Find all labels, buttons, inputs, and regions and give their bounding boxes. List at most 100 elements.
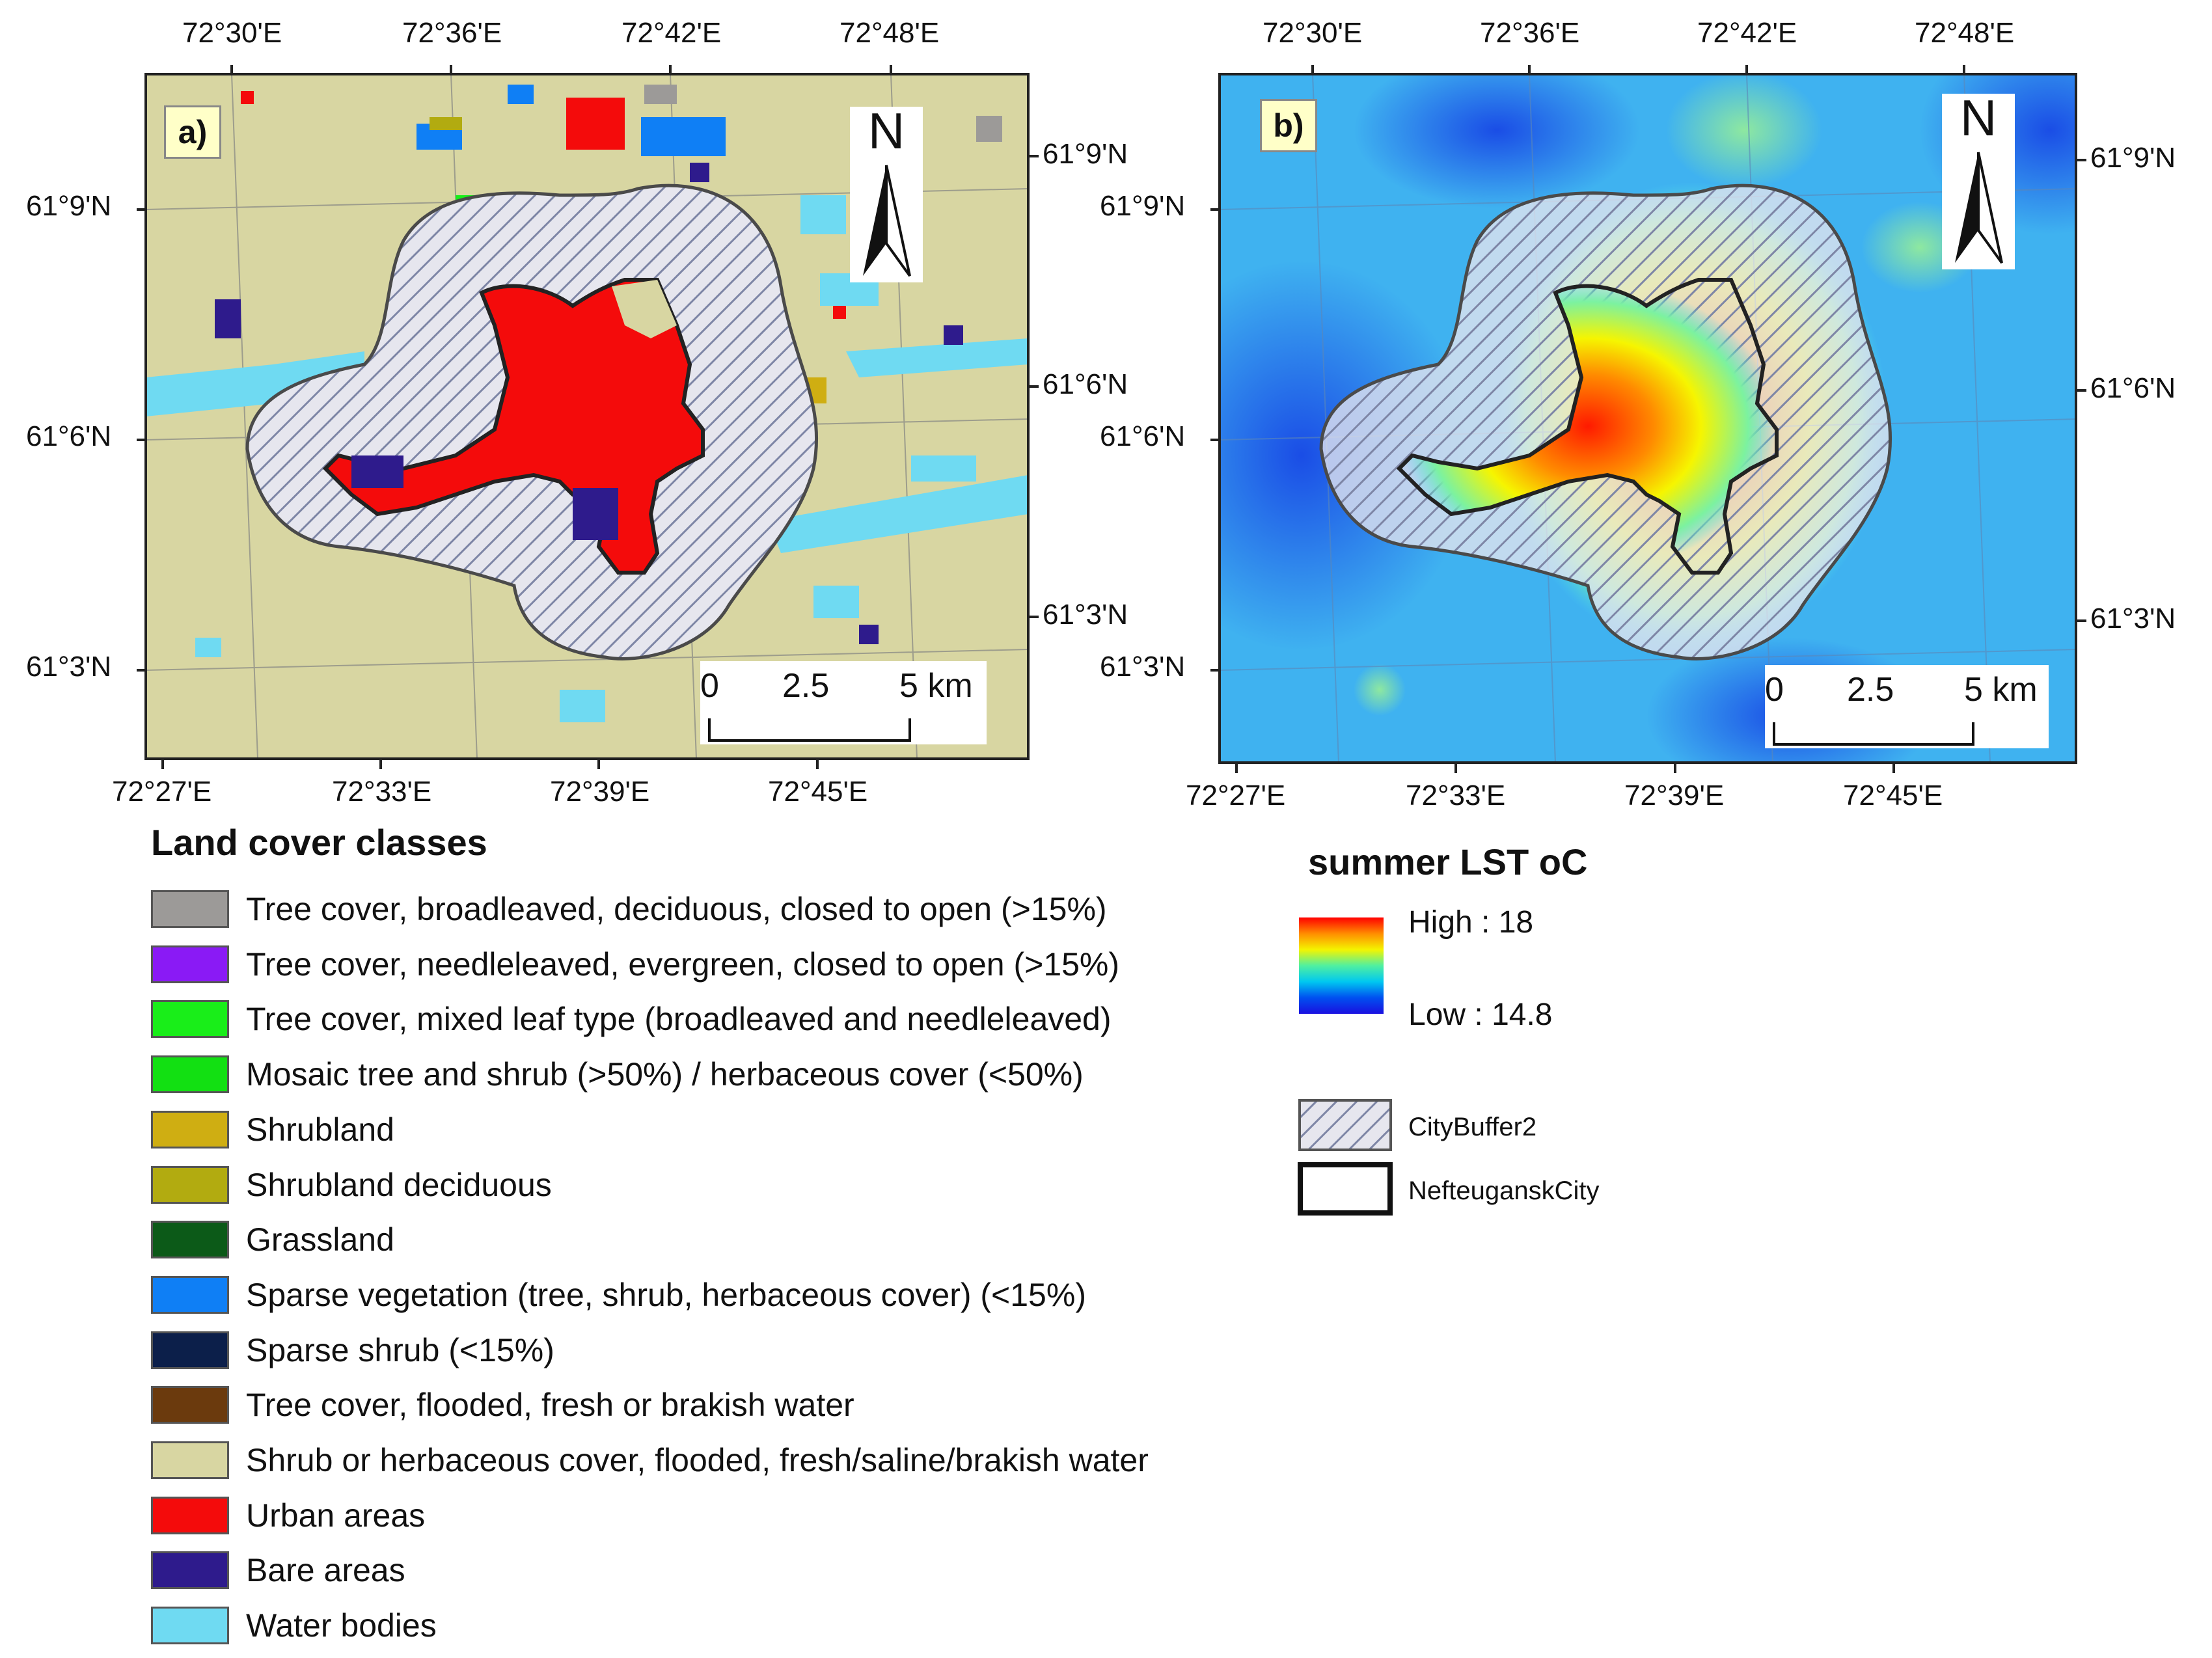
land-cover-legend-item: Grassland [151,1219,394,1260]
bottom-tick-label: 72°39'E [550,776,650,808]
city-outline [1396,278,1779,575]
legend-swatch [151,890,229,928]
land-cover-legend-title: Land cover classes [151,822,487,863]
legend-swatch [151,1386,229,1424]
legend-label: Shrubland deciduous [246,1166,552,1203]
north-label: N [1959,89,1997,146]
land-cover-legend-item: Shrubland [151,1109,394,1150]
legend-swatch [151,945,229,983]
legend-swatch [151,1441,229,1479]
right-tick-label: 61°3'N [2090,603,2176,634]
city-legend-label: NefteuganskCity [1408,1176,1600,1205]
map-frame [144,73,1030,760]
scale-mid: 2.5 [782,667,830,705]
legend-swatch [151,1055,229,1094]
top-tick-label: 72°36'E [402,17,502,49]
legend-swatch [151,1551,229,1590]
land-cover-legend-item: Shrubland deciduous [151,1165,552,1205]
lst-low-label: Low : 14.8 [1408,998,1553,1032]
legend-swatch [151,1275,229,1314]
legend-label: Tree cover, needleleaved, evergreen, clo… [246,945,1120,983]
bottom-tick-label: 72°27'E [1186,780,1286,811]
scale-zero: 0 [1765,671,1784,709]
top-tick-label: 72°42'E [621,17,722,49]
legend-label: Grassland [246,1221,394,1258]
right-tick-label: 61°3'N [1043,599,1128,631]
legend-swatch [151,1496,229,1534]
bottom-tick-label: 72°33'E [332,776,432,808]
bottom-tick-label: 72°39'E [1624,780,1725,811]
bottom-tick-label: 72°27'E [112,776,212,808]
legend-label: Mosaic tree and shrub (>50%) / herbaceou… [246,1056,1084,1093]
legend-swatch [151,1607,229,1645]
legend-label: Water bodies [246,1607,437,1644]
right-tick-label: 61°9'N [1043,138,1128,170]
legend-swatch [151,1165,229,1204]
land-cover-legend-item: Water bodies [151,1605,437,1646]
left-tick-label: 61°3'N [1100,651,1186,683]
legend-label: Urban areas [246,1497,426,1534]
scale-end: 5 km [1964,671,2038,709]
lst-color-ramp [1299,917,1384,1014]
legend-swatch [151,1221,229,1259]
top-tick-label: 72°30'E [1263,17,1363,49]
land-cover-legend-item: Tree cover, broadleaved, deciduous, clos… [151,889,1107,929]
bottom-tick-label: 72°33'E [1406,780,1506,811]
top-tick-label: 72°48'E [1915,17,2015,49]
top-tick-label: 72°30'E [182,17,282,49]
left-tick-label: 61°9'N [26,190,112,222]
legend-label: Shrub or herbaceous cover, flooded, fres… [246,1442,1149,1478]
buffer-swatch-icon [1298,1099,1392,1151]
scale-mid: 2.5 [1847,671,1894,709]
lst-legend-title: summer LST oC [1308,841,1588,882]
scale-end: 5 km [899,667,973,705]
right-tick-label: 61°6'N [1043,368,1128,400]
land-cover-legend-item: Sparse shrub (<15%) [151,1330,554,1370]
north-arrow: N [850,102,923,282]
bottom-tick-label: 72°45'E [768,776,868,808]
legend-label: Tree cover, mixed leaf type (broadleaved… [246,1001,1112,1038]
legend-swatch [151,1331,229,1369]
left-tick-label: 61°6'N [1100,420,1186,452]
land-cover-legend-item: Mosaic tree and shrub (>50%) / herbaceou… [151,1054,1084,1094]
buffer-legend-label: CityBuffer2 [1408,1113,1537,1141]
top-tick-label: 72°36'E [1480,17,1580,49]
legend-label: Shrubland [246,1111,394,1148]
land-cover-legend-item: Tree cover, flooded, fresh or brakish wa… [151,1385,854,1425]
left-tick-label: 61°9'N [1100,190,1186,222]
legend-swatch [151,1110,229,1148]
panel-label: b) [1260,99,1317,152]
land-cover-legend-item: Sparse vegetation (tree, shrub, herbaceo… [151,1275,1086,1315]
lst-high-label: High : 18 [1408,905,1534,940]
scale-line-icon [708,718,911,742]
left-tick-label: 61°3'N [26,651,112,683]
map-frame [1218,73,2077,764]
top-tick-label: 72°42'E [1697,17,1797,49]
left-tick-label: 61°6'N [26,420,112,452]
scale-zero: 0 [700,667,719,705]
scale-line-icon [1773,722,1974,746]
legend-label: Bare areas [246,1552,405,1589]
north-arrow-icon [863,165,911,277]
right-tick-label: 61°6'N [2090,372,2176,404]
north-arrow-icon [1955,152,2003,264]
land-cover-legend-item: Urban areas [151,1495,425,1536]
north-arrow: N [1942,89,2015,269]
panel-label: a) [164,105,221,159]
scale-bar: 0 2.5 5 km [1765,665,2049,748]
legend-label: Sparse shrub (<15%) [246,1331,554,1368]
right-tick-label: 61°9'N [2090,142,2176,174]
legend-label: Tree cover, flooded, fresh or brakish wa… [246,1387,854,1424]
top-tick-label: 72°48'E [840,17,940,49]
bottom-tick-label: 72°45'E [1843,780,1943,811]
city-swatch-icon [1298,1162,1393,1216]
legend-swatch [151,1000,229,1039]
land-cover-legend-item: Tree cover, mixed leaf type (broadleaved… [151,999,1112,1039]
scale-bar: 0 2.5 5 km [700,661,987,744]
land-cover-legend-item: Shrub or herbaceous cover, flooded, fres… [151,1440,1149,1480]
north-label: N [867,102,905,159]
legend-label: Tree cover, broadleaved, deciduous, clos… [246,891,1107,927]
lst-map [1210,65,2086,773]
legend-label: Sparse vegetation (tree, shrub, herbaceo… [246,1276,1086,1313]
land-cover-legend-item: Tree cover, needleleaved, evergreen, clo… [151,944,1119,985]
